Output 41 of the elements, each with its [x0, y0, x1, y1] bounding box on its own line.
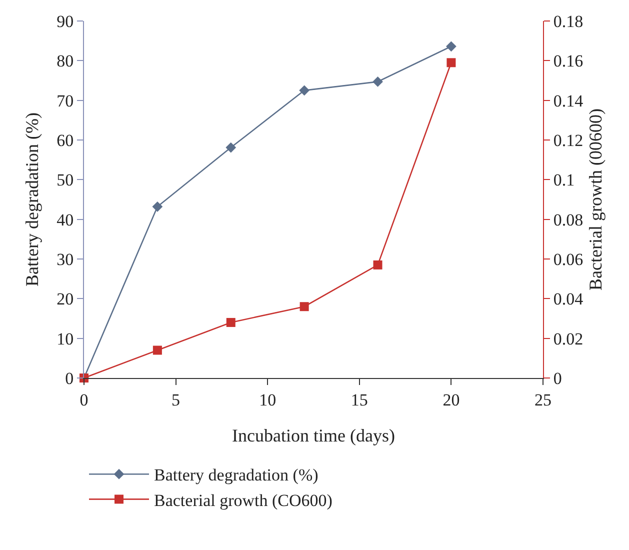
y-tick-label: 0	[65, 368, 74, 388]
y2-tick-label: 0.08	[553, 210, 584, 230]
point	[446, 58, 456, 68]
legend-label: Bacterial growth (CO600)	[154, 490, 332, 510]
x-axis-title: Incubation time (days)	[232, 426, 395, 446]
y-tick-label: 50	[56, 170, 74, 190]
y2-tick-label: 0.18	[553, 12, 584, 31]
y2-tick-label: 0.1	[553, 170, 575, 190]
x-tick-label: 5	[172, 390, 180, 410]
point	[226, 142, 236, 153]
legend-label: Battery degradation (%)	[154, 466, 318, 485]
x-tick-label: 0	[80, 390, 88, 410]
y-tick-label: 70	[56, 91, 74, 110]
y-tick-label: 90	[56, 12, 74, 31]
y2-tick-label: 0	[553, 368, 562, 388]
y-tick-label: 20	[56, 290, 74, 309]
y2-tick-label: 0.12	[553, 130, 584, 150]
x-tick-label: 25	[534, 390, 552, 410]
point	[300, 302, 309, 312]
y-tick-label: 60	[56, 130, 74, 150]
y-tick-label: 30	[56, 250, 74, 269]
point	[372, 76, 383, 87]
point	[446, 41, 456, 52]
point	[299, 85, 310, 96]
y-tick-label: 10	[56, 329, 74, 348]
x-tick-label: 15	[350, 390, 368, 410]
y2-tick-label: 0.14	[553, 91, 584, 110]
y2-tick-label: 0.16	[553, 52, 584, 71]
y-tick-label: 40	[56, 210, 74, 230]
y-tick-label: 80	[56, 52, 74, 71]
y2-tick-label: 0.06	[553, 250, 584, 269]
y-axis-title: Battery degradation (%)	[22, 112, 42, 286]
point	[152, 201, 163, 212]
y2-tick-label: 0.04	[553, 290, 584, 309]
x-tick-label: 10	[259, 390, 276, 410]
point	[373, 260, 382, 270]
point	[226, 318, 236, 327]
x-tick-label: 20	[442, 390, 460, 410]
point	[152, 346, 162, 355]
y2-axis-title: Bacterial growth (00600)	[586, 108, 606, 290]
y2-tick-label: 0.02	[553, 329, 584, 348]
